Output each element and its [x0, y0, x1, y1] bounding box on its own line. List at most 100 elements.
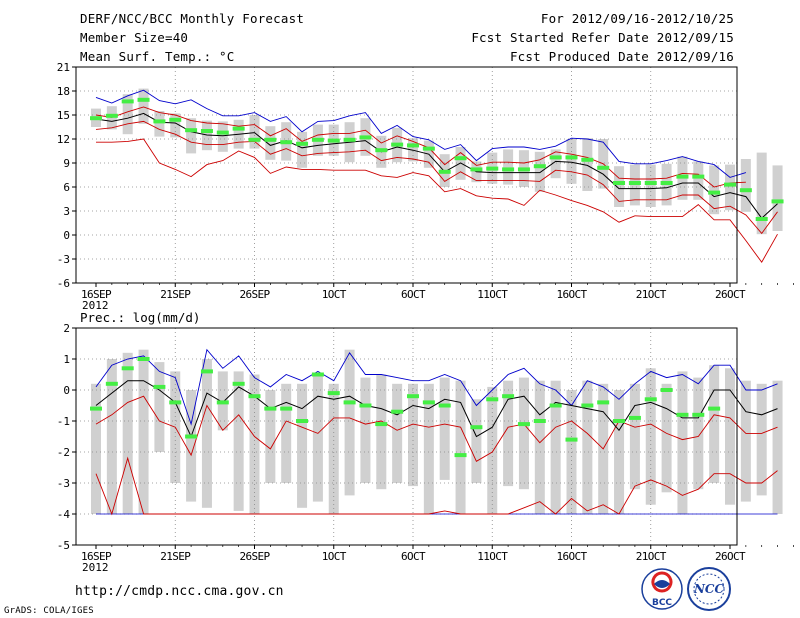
- temp-box: [693, 161, 704, 200]
- temp-median-marker: [359, 135, 372, 140]
- prec-ytick-label: 1: [63, 353, 70, 366]
- temp-median-marker: [200, 129, 213, 133]
- prec-median-marker: [153, 384, 166, 389]
- prec-box: [614, 390, 625, 514]
- prec-median-marker: [407, 394, 419, 399]
- temp-lower-line: [95, 120, 778, 235]
- temp-ytick-label: 18: [57, 85, 70, 98]
- temp-box: [756, 152, 767, 235]
- ncc-logo: NCC: [687, 567, 731, 611]
- prec-box: [154, 362, 165, 452]
- prec-median-marker: [628, 415, 641, 420]
- prec-box: [677, 371, 688, 514]
- temp-median-marker: [169, 117, 182, 122]
- temp-median-marker: [216, 130, 229, 135]
- prec-median-marker: [327, 391, 340, 396]
- fcst-produced-date: Fcst Produced Date 2012/09/16: [509, 49, 734, 64]
- prec-box: [471, 399, 482, 483]
- temp-median-marker: [739, 188, 752, 193]
- prec-ytick-label: -5: [57, 539, 70, 552]
- prec-box: [518, 377, 529, 490]
- temp-mean-line: [95, 112, 778, 219]
- prec-plot-frame: [75, 327, 738, 546]
- temp-median-marker: [407, 143, 419, 148]
- temp-median-marker: [708, 190, 721, 195]
- prec-box: [503, 380, 514, 487]
- prec-lower-line: [95, 395, 778, 462]
- prec-median-marker: [676, 412, 689, 417]
- prec-box: [534, 380, 545, 514]
- prec-median-marker: [248, 394, 261, 399]
- prec-xtick-label: 16OCT: [556, 550, 587, 563]
- bcc-logo-text: BCC: [652, 598, 672, 608]
- prec-box: [360, 377, 371, 483]
- prec-box: [392, 383, 403, 483]
- prec-box: [709, 365, 720, 483]
- prec-box: [91, 383, 101, 514]
- temp-plot-frame: [75, 66, 738, 284]
- fcst-started-date: Fcst Started Refer Date 2012/09/15: [471, 30, 734, 45]
- temp-median-marker: [628, 181, 641, 185]
- temp-median-marker: [692, 174, 705, 179]
- prec-median-marker: [169, 400, 182, 405]
- temp-box: [122, 94, 133, 135]
- temp-xtick-year: 2012: [82, 299, 109, 312]
- prec-median-marker: [90, 406, 102, 411]
- prec-variable-label: Prec.: log(mm/d): [80, 310, 200, 325]
- grads-credit: GrADS: COLA/IGES: [4, 606, 94, 616]
- prec-box: [122, 352, 133, 514]
- temp-ytick-label: 21: [57, 61, 70, 74]
- source-url[interactable]: http://cmdp.ncc.cma.gov.cn: [75, 584, 284, 599]
- temp-box: [550, 149, 561, 179]
- temp-median-marker: [264, 137, 277, 142]
- prec-xtick-label: 21SEP: [160, 550, 191, 563]
- prec-ytick-label: 2: [63, 322, 70, 335]
- prec-xtick-label: 21OCT: [636, 550, 667, 563]
- prec-box: [725, 368, 735, 505]
- temp-median-marker: [153, 119, 166, 124]
- temp-box: [709, 165, 720, 215]
- prec-max-line: [95, 348, 778, 426]
- prec-ytick-label: -3: [57, 477, 70, 490]
- temp-median-marker: [549, 155, 562, 160]
- temp-box: [534, 151, 545, 192]
- prec-median-marker: [216, 400, 229, 405]
- temp-xtick-label: 6OCT: [401, 288, 426, 301]
- temp-median-marker: [533, 164, 546, 169]
- temp-xtick-label: 21SEP: [160, 288, 191, 301]
- prec-median-marker: [296, 419, 309, 423]
- temp-ytick-label: 3: [63, 205, 70, 218]
- temp-box: [725, 164, 735, 211]
- prec-box: [550, 380, 561, 514]
- prec-median-marker: [613, 419, 626, 423]
- prec-median-marker: [359, 403, 372, 408]
- temp-xtick-label: 11OCT: [477, 288, 508, 301]
- temp-box: [566, 139, 577, 184]
- prec-box: [281, 383, 292, 483]
- prec-median-marker: [422, 400, 435, 405]
- temp-median-marker: [644, 181, 657, 185]
- temp-box: [645, 164, 656, 207]
- prec-box: [312, 374, 323, 502]
- prec-median-marker: [454, 453, 467, 458]
- temp-upper-line: [95, 106, 746, 188]
- prec-ytick-label: -2: [57, 446, 70, 459]
- prec-box: [756, 383, 767, 496]
- prec-box: [106, 359, 117, 514]
- temp-box: [138, 88, 149, 124]
- ncc-logo-text: NCC: [693, 582, 725, 596]
- prec-box: [408, 383, 418, 487]
- prec-box: [423, 383, 434, 514]
- prec-xtick-label: 26OCT: [715, 550, 746, 563]
- temp-median-marker: [454, 156, 467, 161]
- temp-xtick-label: 16SEP: [81, 288, 112, 301]
- temp-min-line: [96, 138, 778, 264]
- prec-median-marker: [280, 406, 293, 411]
- temp-median-marker: [771, 199, 784, 204]
- temp-median-marker: [613, 181, 626, 185]
- prec-median-marker: [185, 434, 198, 439]
- prec-box: [186, 390, 197, 502]
- temp-median-marker: [438, 169, 451, 174]
- prec-box: [629, 383, 640, 490]
- member-size: Member Size=40: [80, 30, 189, 45]
